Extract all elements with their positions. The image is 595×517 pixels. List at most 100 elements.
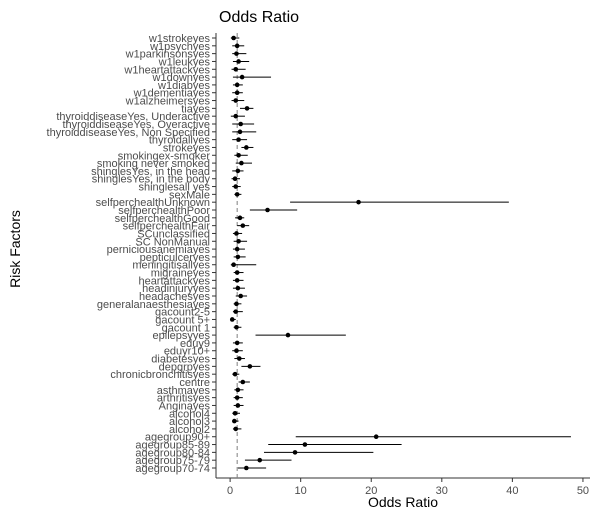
x-tick-label: 30 — [436, 485, 448, 497]
or-point — [244, 145, 249, 150]
or-point — [232, 418, 237, 424]
or-point — [236, 356, 242, 361]
or-point — [236, 137, 241, 142]
or-point — [239, 74, 245, 80]
or-point — [233, 426, 239, 432]
y-tick-label: w1strokeyes — [148, 33, 211, 45]
or-point — [233, 184, 239, 189]
or-point — [373, 434, 379, 440]
x-axis-title: Odds Ratio — [368, 494, 438, 510]
or-point — [292, 450, 298, 455]
y-tick-label: w1alzheimersyes — [125, 96, 211, 108]
y-tick-label: gacount 5+ — [155, 314, 210, 326]
y-tick-label: SCunclassified — [137, 228, 210, 240]
y-tick-label: chronicbronchitisyes — [110, 369, 210, 381]
y-tick-label: alcohol2 — [169, 424, 210, 436]
or-point — [234, 340, 240, 346]
y-tick-label: selfperchealthPoor — [118, 205, 210, 217]
y-tick-label: smokingex-smoker — [118, 150, 211, 162]
y-tick-label: shinglesYes, in the body — [92, 174, 211, 186]
or-point — [229, 317, 235, 322]
y-tick-label: meningitisallyes — [132, 260, 210, 272]
or-point — [235, 403, 241, 408]
y-tick-label: Anginayes — [159, 400, 211, 412]
y-tick-label: alcohol3 — [169, 416, 210, 428]
or-point — [244, 465, 249, 471]
or-point — [238, 293, 243, 299]
or-point — [236, 59, 241, 64]
y-tick-label: selfperchealthFair — [123, 221, 211, 233]
or-point — [232, 410, 238, 416]
or-point — [237, 129, 243, 135]
y-tick-label: strokeyes — [163, 142, 211, 154]
y-tick-label: shinglesYes, in the head — [91, 166, 210, 178]
or-point — [239, 160, 244, 166]
y-tick-label: asthmayes — [157, 385, 211, 397]
y-tick-label: smoking never smoked — [97, 158, 210, 170]
x-tick-label: 0 — [227, 485, 233, 497]
or-point — [240, 223, 246, 228]
y-tick-label: agegroup70-74 — [135, 463, 210, 475]
x-tick-label: 10 — [295, 485, 307, 497]
y-tick-label: thyroiddiseaseYes, Non Specified — [47, 127, 210, 139]
y-tick-label: thyroiddiseaseYes, Overactive — [62, 119, 210, 131]
or-point — [234, 90, 240, 96]
y-tick-label: tiayes — [181, 103, 210, 115]
y-tick-label: w1diabyes — [157, 80, 210, 92]
y-tick-label: thyroiddiseaseYes, Underactive — [56, 111, 210, 123]
y-tick-label: gacount2-5 — [155, 307, 210, 319]
or-point — [235, 254, 241, 260]
plot-area: 0 10 20 30 40 50 w1strokeyesw1psychyesw1parkin… — [47, 33, 590, 497]
y-tick-label: gacount 1 — [162, 322, 210, 334]
or-point — [238, 121, 243, 127]
y-tick-label: eduy9 — [180, 338, 210, 350]
or-point — [234, 395, 240, 400]
x-tick-label: 50 — [577, 485, 589, 497]
y-tick-label: diabetesyes — [151, 354, 210, 366]
x-tick-label: 20 — [365, 485, 377, 497]
or-point — [285, 332, 291, 338]
or-point — [234, 192, 240, 197]
y-tick-label: w1heartattackyes — [123, 64, 210, 76]
y-tick-label: headinjuryyes — [142, 283, 210, 295]
y-axis-title: Risk Factors — [7, 210, 23, 288]
or-point — [233, 66, 239, 72]
y-tick-label: selfperchealthUnknown — [96, 197, 210, 209]
y-tick-label: agegroup75-79 — [135, 455, 210, 467]
or-point — [240, 379, 246, 385]
or-point — [234, 348, 239, 354]
y-tick-label: selfperchealthGood — [115, 213, 210, 225]
or-point — [236, 152, 241, 158]
or-point — [234, 82, 240, 88]
or-point — [234, 246, 240, 252]
y-tick-label: epilepsyyes — [153, 330, 211, 342]
y-tick-label: w1downyes — [152, 72, 211, 84]
y-tick-label: shinglesall yes — [138, 182, 210, 194]
or-point — [234, 270, 240, 275]
or-point — [235, 387, 241, 393]
y-tick-label: agegroup85-89 — [135, 440, 210, 452]
or-point — [236, 238, 241, 244]
y-tick-label: pepticulceryes — [140, 252, 211, 264]
or-point — [231, 35, 236, 41]
or-point — [234, 301, 239, 307]
y-tick-label: w1leukyes — [158, 56, 211, 68]
y-tick-label: perniciousanemiayes — [107, 244, 211, 256]
or-point — [234, 324, 239, 330]
y-tick-label: generalanaesthesiayes — [97, 299, 211, 311]
or-point — [237, 215, 243, 221]
y-tick-label: centre — [179, 377, 210, 389]
or-point — [356, 199, 361, 205]
y-tick-label: migraineyes — [151, 268, 211, 280]
y-tick-label: SC NonManual — [135, 236, 210, 248]
y-tick-label: w1parkinsonsyes — [125, 49, 211, 61]
or-point — [232, 371, 238, 377]
or-point — [233, 98, 239, 103]
or-point — [247, 364, 253, 369]
or-point — [233, 113, 239, 119]
y-tick-label: thyroidallyes — [149, 135, 211, 147]
y-tick-label: agegroup80-84 — [135, 447, 210, 459]
or-point — [265, 207, 270, 213]
or-point — [235, 285, 241, 291]
